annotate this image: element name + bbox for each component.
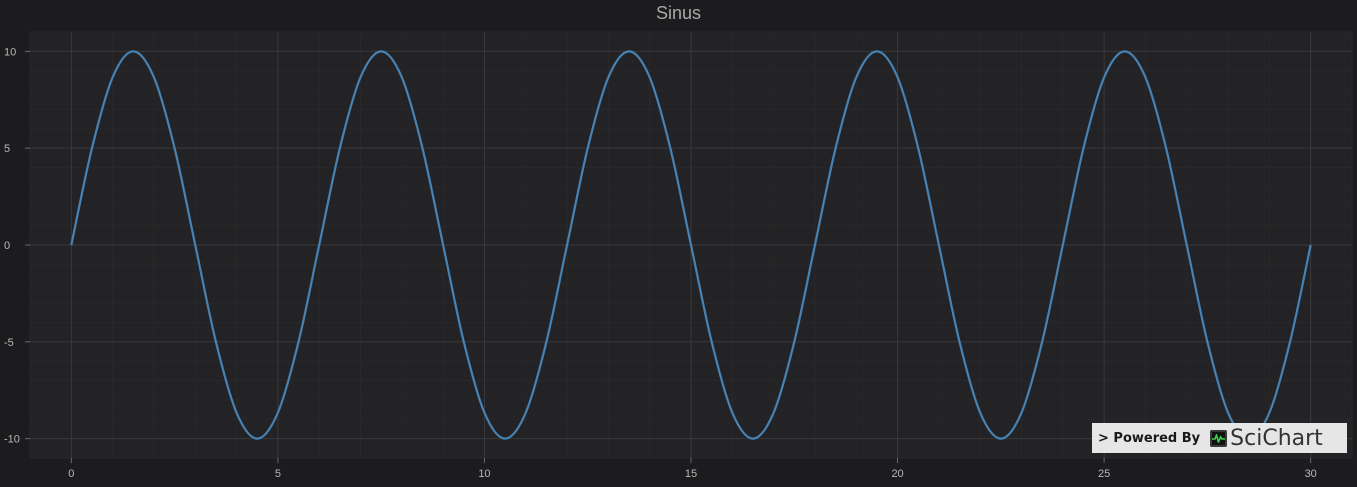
watermark-text: > Powered By [1098, 430, 1201, 446]
powered-by-watermark[interactable]: > Powered By SciChart [1092, 423, 1347, 453]
y-tick-label: 0 [4, 240, 10, 252]
sine-series-line [70, 50, 1312, 440]
y-tick-label: 5 [4, 143, 10, 155]
x-tick-label: 10 [478, 468, 490, 480]
chart-title: Sinus [655, 3, 702, 23]
y-tick-label: -5 [4, 337, 14, 349]
x-tick-label: 20 [891, 468, 903, 480]
x-tick-label: 30 [1305, 468, 1317, 480]
x-tick-label: 15 [685, 468, 697, 480]
y-tick-label: -10 [4, 434, 20, 446]
x-tick-label: 5 [275, 468, 281, 480]
x-tick-label: 0 [68, 468, 74, 480]
watermark-brand: SciChart [1230, 425, 1323, 451]
scichart-logo-icon [1210, 429, 1228, 447]
x-tick-label: 25 [1098, 468, 1110, 480]
y-tick-label: 10 [4, 46, 16, 58]
